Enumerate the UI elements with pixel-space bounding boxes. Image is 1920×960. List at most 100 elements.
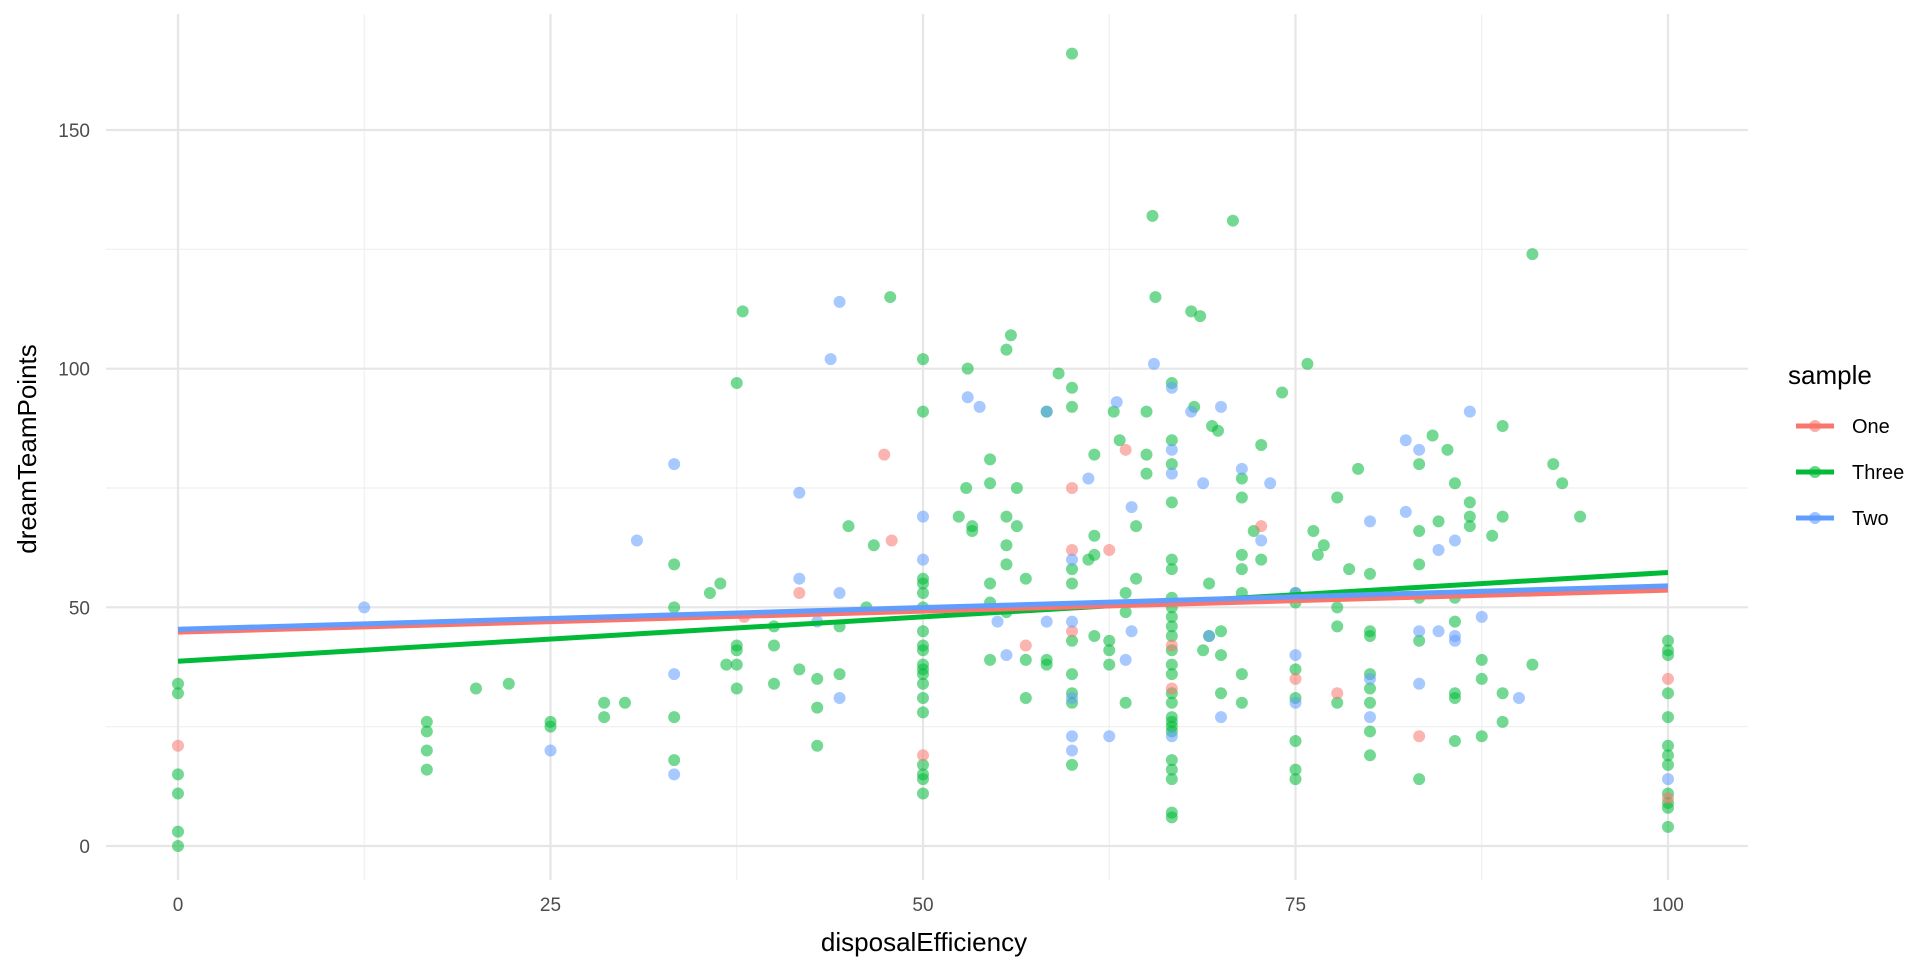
data-point (842, 520, 855, 533)
legend-key-point (1809, 420, 1821, 432)
data-point (1103, 730, 1116, 743)
trend-line (177, 569, 1669, 664)
data-point (1119, 443, 1132, 456)
data-point (1463, 510, 1476, 523)
data-point (1165, 443, 1178, 456)
data-point (470, 682, 482, 695)
data-point (1662, 739, 1674, 752)
data-point (668, 458, 681, 471)
data-point (1203, 629, 1216, 642)
data-point (1197, 477, 1210, 490)
legend-items: One Three Two (1796, 416, 1904, 530)
data-point (917, 787, 929, 800)
data-point (1432, 625, 1445, 638)
data-point (1235, 472, 1248, 485)
data-point (1103, 644, 1116, 657)
y-tick-label: 0 (79, 837, 90, 858)
data-point (1165, 696, 1178, 709)
data-point (1066, 482, 1078, 494)
data-point (1448, 615, 1461, 628)
data-point (1000, 649, 1013, 662)
legend-key-point (1809, 466, 1821, 478)
data-point (1235, 696, 1248, 709)
data-point (984, 453, 997, 466)
data-point (917, 758, 929, 771)
data-point (961, 362, 974, 375)
data-point (1475, 730, 1488, 743)
data-point (1165, 629, 1178, 642)
data-point (1066, 577, 1078, 590)
data-point (1364, 672, 1376, 685)
data-point (793, 663, 806, 676)
data-point (1140, 467, 1153, 480)
data-point (1004, 329, 1017, 342)
data-point (1226, 214, 1239, 227)
data-point (1212, 424, 1225, 437)
data-point (1235, 668, 1248, 681)
data-point (172, 840, 184, 852)
data-point (1662, 687, 1674, 700)
data-point (917, 773, 929, 786)
data-point (1475, 610, 1488, 623)
data-point (1364, 711, 1376, 724)
data-point (1432, 544, 1445, 557)
data-point (1066, 730, 1078, 743)
data-point (1119, 653, 1132, 666)
data-point (1289, 663, 1302, 676)
data-point (1215, 687, 1227, 700)
data-point (1311, 548, 1324, 561)
data-point (1364, 696, 1376, 709)
data-point (793, 486, 806, 499)
data-point (1448, 634, 1461, 647)
data-point (1215, 400, 1227, 413)
data-point (1364, 567, 1376, 580)
data-point (1662, 672, 1674, 685)
data-point (1103, 634, 1116, 647)
data-point (1413, 773, 1426, 786)
data-point (878, 448, 891, 461)
data-point (984, 477, 997, 490)
data-point (833, 692, 846, 705)
data-point (598, 696, 611, 709)
data-point (1040, 405, 1053, 418)
data-point (867, 539, 880, 552)
data-point (172, 825, 184, 838)
data-point (1547, 458, 1560, 471)
data-point (1556, 477, 1569, 490)
data-point (768, 677, 780, 690)
data-point (1413, 677, 1426, 690)
data-point (730, 644, 743, 657)
data-point (1197, 644, 1210, 657)
data-point (172, 677, 184, 690)
data-point (1066, 625, 1078, 638)
data-point (833, 668, 846, 681)
data-point (1165, 467, 1178, 480)
data-point (917, 553, 929, 566)
data-point (1066, 563, 1078, 576)
data-point (1010, 482, 1023, 494)
data-point (1040, 658, 1053, 671)
data-point (1289, 649, 1302, 662)
data-point (172, 687, 184, 700)
data-point (768, 639, 780, 652)
trend-line (177, 583, 1669, 632)
data-point (1088, 448, 1101, 461)
data-point (1165, 553, 1178, 566)
data-point (1364, 749, 1376, 762)
data-point (1255, 439, 1268, 452)
data-point (1010, 520, 1023, 533)
data-point (1119, 587, 1132, 600)
data-point (1331, 601, 1344, 614)
data-point (1088, 529, 1101, 542)
data-point (420, 744, 433, 757)
data-point (1413, 524, 1426, 537)
data-point (1513, 692, 1525, 705)
data-point (917, 405, 929, 418)
data-point (1235, 491, 1248, 504)
data-point (1103, 544, 1116, 557)
data-point (1486, 529, 1499, 542)
data-point (1413, 634, 1426, 647)
data-point (1165, 496, 1178, 509)
data-point (668, 558, 681, 571)
data-point (1165, 668, 1178, 681)
